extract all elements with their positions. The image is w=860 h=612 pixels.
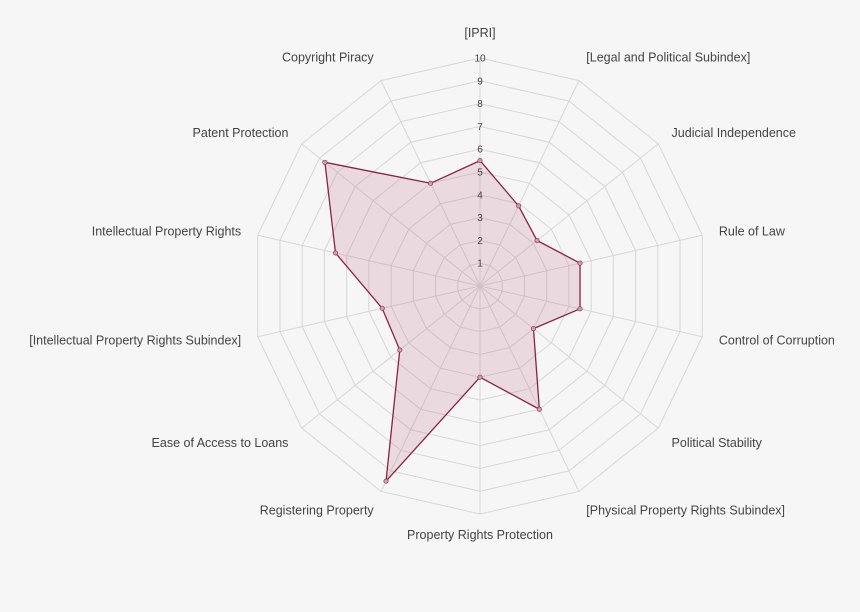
axis-spoke: [479, 285, 703, 338]
grid: [257, 57, 703, 515]
data-point[interactable]: [383, 478, 389, 484]
data-series: [322, 158, 583, 484]
axis-label: [IPRI]: [464, 26, 495, 40]
axis-spoke: [479, 234, 703, 287]
data-point[interactable]: [577, 260, 583, 266]
data-point[interactable]: [530, 326, 536, 332]
axis-spoke: [257, 234, 481, 287]
axis-label: Copyright Piracy: [282, 50, 374, 64]
axis-label: Control of Corruption: [719, 334, 835, 348]
axis-label: Political Stability: [672, 436, 763, 450]
tick-label: 4: [477, 190, 483, 201]
tick-label: 1: [477, 259, 483, 270]
axis-spoke: [479, 143, 659, 287]
data-point[interactable]: [322, 159, 328, 165]
data-point[interactable]: [534, 238, 540, 244]
tick-label: 10: [474, 54, 486, 65]
tick-label: 7: [477, 122, 483, 133]
axis-label: Judicial Independence: [672, 126, 796, 140]
data-point[interactable]: [536, 406, 542, 412]
axis-spoke: [479, 80, 580, 287]
axis-label: Patent Protection: [193, 126, 289, 140]
data-point[interactable]: [379, 305, 385, 311]
data-point[interactable]: [428, 180, 434, 186]
axis-labels: [IPRI] [Legal and Political Subindex] Judi…: [29, 26, 835, 542]
axis-label: [Legal and Political Subindex]: [586, 50, 750, 64]
axis-label: [Intellectual Property Rights Subindex]: [29, 334, 241, 348]
tick-label: 3: [477, 213, 483, 224]
data-point[interactable]: [477, 158, 483, 164]
axis-spoke: [257, 285, 481, 338]
series-area: [324, 159, 581, 482]
tick-label: 8: [477, 99, 483, 110]
data-point[interactable]: [477, 374, 483, 380]
axis-spoke: [479, 285, 580, 492]
data-point[interactable]: [577, 306, 583, 312]
radial-ticks: 1 2 3 4 5 6 7 8 9 10: [474, 54, 486, 270]
axis-label: Intellectual Property Rights: [92, 224, 241, 238]
axis-spoke: [479, 285, 659, 429]
axis-label: Ease of Access to Loans: [152, 436, 289, 450]
axis-label: [Physical Property Rights Subindex]: [586, 504, 785, 518]
data-point[interactable]: [333, 250, 339, 256]
tick-label: 5: [477, 168, 483, 179]
axis-spoke: [380, 285, 481, 492]
data-point[interactable]: [397, 347, 403, 353]
tick-label: 6: [477, 145, 483, 156]
axis-label: Rule of Law: [719, 224, 786, 238]
tick-label: 9: [477, 76, 483, 87]
axis-spoke: [301, 285, 481, 429]
axis-label: Property Rights Protection: [407, 528, 553, 542]
tick-label: 2: [477, 236, 483, 247]
axis-label: Registering Property: [260, 504, 375, 518]
axis-spoke: [301, 143, 481, 287]
data-point[interactable]: [516, 203, 522, 209]
